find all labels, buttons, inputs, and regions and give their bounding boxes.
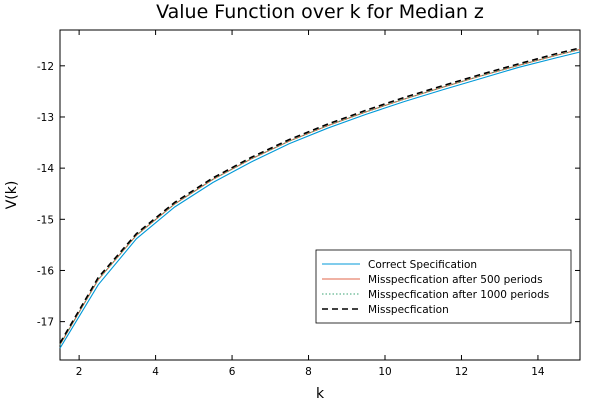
legend-label-1: Correct Specification bbox=[368, 259, 477, 271]
legend-items: Correct Specification Misspecfication aft… bbox=[322, 259, 549, 316]
series-lines bbox=[59, 47, 581, 349]
y-tick-label: -14 bbox=[37, 163, 54, 175]
x-tick-label: 10 bbox=[378, 366, 391, 378]
legend: Correct Specification Misspecfication aft… bbox=[315, 249, 572, 324]
plot-area bbox=[59, 29, 581, 361]
x-axis-label: k bbox=[316, 386, 325, 400]
chart-title: Value Function over k for Median z bbox=[156, 1, 484, 23]
legend-label-4: Misspecfication bbox=[368, 304, 449, 316]
y-tick-label: -15 bbox=[37, 214, 54, 226]
legend-label-3: Misspecfication after 1000 periods bbox=[368, 289, 549, 301]
x-tick-label: 6 bbox=[229, 366, 236, 378]
x-tick-label: 2 bbox=[76, 366, 83, 378]
x-tick-label: 12 bbox=[455, 366, 468, 378]
series-line-4 bbox=[59, 47, 581, 344]
y-tick-label: -16 bbox=[37, 265, 54, 277]
y-axis-label: V(k) bbox=[4, 181, 20, 210]
axis-ticks: 2 4 6 8 10 12 14 -17 -16 -15 -14 -13 -12 bbox=[37, 30, 580, 378]
x-tick-label: 8 bbox=[305, 366, 312, 378]
x-tick-label: 14 bbox=[531, 366, 545, 378]
series-line-1 bbox=[59, 51, 581, 349]
legend-label-2: Misspecfication after 500 periods bbox=[368, 274, 543, 286]
x-tick-label: 4 bbox=[152, 366, 159, 378]
y-tick-label: -13 bbox=[37, 112, 54, 124]
legend-box bbox=[315, 249, 572, 324]
y-tick-label: -17 bbox=[37, 317, 54, 329]
series-line-3 bbox=[59, 48, 581, 345]
y-tick-label: -12 bbox=[37, 61, 54, 73]
